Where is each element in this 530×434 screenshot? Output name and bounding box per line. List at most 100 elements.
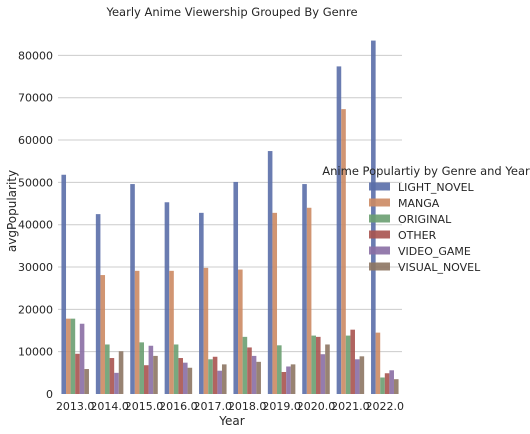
bar-original bbox=[242, 336, 248, 394]
bar-original bbox=[208, 359, 213, 394]
bar-visual-novel bbox=[325, 344, 330, 394]
bar-visual-novel bbox=[359, 356, 365, 394]
legend-swatch bbox=[369, 262, 390, 271]
bar-manga bbox=[203, 267, 209, 394]
bar-manga bbox=[272, 212, 278, 394]
y-tick-label: 0 bbox=[46, 388, 53, 401]
legend-label: LIGHT_NOVEL bbox=[398, 181, 475, 194]
bar-video-game bbox=[79, 323, 85, 394]
bar-visual-novel bbox=[118, 351, 124, 394]
bar-other bbox=[281, 371, 287, 394]
bar-visual-novel bbox=[290, 364, 296, 394]
y-tick-label: 80000 bbox=[18, 49, 53, 62]
bar-light-novel bbox=[302, 184, 307, 394]
y-tick-label: 70000 bbox=[18, 92, 53, 105]
bar-visual-novel bbox=[84, 369, 89, 394]
legend-label: OTHER bbox=[398, 229, 437, 242]
bar-manga bbox=[100, 275, 106, 394]
bar-video-game bbox=[389, 370, 394, 394]
bar-original bbox=[380, 377, 385, 394]
bar-original bbox=[173, 344, 179, 394]
legend: Anime Populartiy by Genre and Year LIGHT… bbox=[322, 164, 530, 274]
x-tick-label: 2013.0 bbox=[56, 400, 95, 413]
bar-other bbox=[178, 358, 183, 394]
bar-video-game bbox=[182, 362, 188, 394]
bar-original bbox=[139, 342, 144, 394]
bar-light-novel bbox=[130, 184, 135, 394]
legend-items: LIGHT_NOVEL MANGA ORIGINAL OTHER VIDEO_GAME V… bbox=[369, 181, 481, 274]
legend-label: ORIGINAL bbox=[398, 213, 452, 226]
bar-video-game bbox=[148, 345, 154, 394]
bar-video-game bbox=[286, 366, 291, 394]
bar-light-novel bbox=[336, 66, 342, 395]
bar-manga bbox=[375, 332, 381, 394]
x-tick-label: 2022.0 bbox=[366, 400, 405, 413]
bar-manga bbox=[134, 270, 140, 394]
bar-other bbox=[247, 347, 252, 394]
x-tick-label: 2017.0 bbox=[194, 400, 233, 413]
bar-original bbox=[70, 318, 76, 394]
bar-video-game bbox=[320, 354, 326, 394]
legend-label: MANGA bbox=[398, 197, 440, 210]
x-tick-label: 2014.0 bbox=[90, 400, 129, 413]
bar-video-game bbox=[217, 370, 222, 394]
bar-light-novel bbox=[164, 202, 170, 394]
legend-swatch bbox=[369, 182, 390, 191]
y-tick-label: 20000 bbox=[18, 303, 53, 316]
x-tick-label: 2021.0 bbox=[331, 400, 370, 413]
bar-other bbox=[144, 365, 149, 394]
legend-title: Anime Populartiy by Genre and Year bbox=[322, 164, 530, 178]
bar-light-novel bbox=[199, 212, 204, 394]
y-tick-labels: 0 10000 20000 30000 40000 50000 60000 70000 8000… bbox=[18, 49, 53, 401]
bar-visual-novel bbox=[187, 367, 193, 394]
bar-light-novel bbox=[95, 214, 101, 394]
bar-manga bbox=[341, 109, 346, 394]
y-tick-label: 50000 bbox=[18, 176, 53, 189]
x-tick-label: 2018.0 bbox=[228, 400, 267, 413]
legend-swatch bbox=[369, 214, 390, 223]
x-tick-labels: 2013.02014.02015.02016.02017.02018.02019… bbox=[56, 400, 404, 413]
x-axis-title: Year bbox=[218, 414, 244, 428]
bars bbox=[61, 40, 399, 395]
bar-manga bbox=[306, 207, 312, 394]
y-tick-label: 60000 bbox=[18, 134, 53, 147]
bar-manga bbox=[238, 269, 243, 394]
bar-other bbox=[109, 358, 115, 394]
legend-label: VIDEO_GAME bbox=[398, 245, 471, 258]
gridlines bbox=[58, 54, 402, 353]
bar-light-novel bbox=[267, 151, 273, 394]
y-tick-label: 40000 bbox=[18, 219, 53, 232]
y-tick-label: 30000 bbox=[18, 261, 53, 274]
x-tick-label: 2020.0 bbox=[297, 400, 336, 413]
y-axis-title: avgPopularity bbox=[5, 170, 19, 252]
bar-original bbox=[311, 335, 316, 394]
bar-video-game bbox=[354, 359, 360, 394]
bar-other bbox=[212, 356, 218, 394]
bar-other bbox=[350, 329, 355, 394]
bar-light-novel bbox=[233, 181, 239, 394]
bar-video-game bbox=[114, 372, 119, 394]
x-tick-label: 2019.0 bbox=[262, 400, 301, 413]
bar-visual-novel bbox=[393, 379, 399, 394]
bar-visual-novel bbox=[153, 355, 158, 394]
legend-swatch bbox=[369, 198, 390, 207]
legend-swatch bbox=[369, 246, 390, 255]
bar-other bbox=[75, 353, 80, 394]
bar-manga bbox=[66, 318, 71, 394]
bar-manga bbox=[169, 270, 174, 394]
bar-original bbox=[105, 344, 110, 394]
x-tick-label: 2016.0 bbox=[159, 400, 198, 413]
bar-visual-novel bbox=[221, 364, 227, 394]
x-tick-label: 2015.0 bbox=[125, 400, 164, 413]
legend-swatch bbox=[369, 230, 390, 239]
bar-other bbox=[384, 373, 390, 394]
y-tick-label: 10000 bbox=[18, 346, 53, 359]
legend-label: VISUAL_NOVEL bbox=[398, 261, 481, 274]
bar-visual-novel bbox=[256, 361, 261, 394]
bar-original bbox=[345, 335, 351, 394]
chart-title: Yearly Anime Viewership Grouped By Genre bbox=[105, 5, 357, 19]
bar-other bbox=[316, 336, 321, 394]
bar-light-novel bbox=[61, 174, 67, 394]
bar-original bbox=[277, 345, 282, 394]
